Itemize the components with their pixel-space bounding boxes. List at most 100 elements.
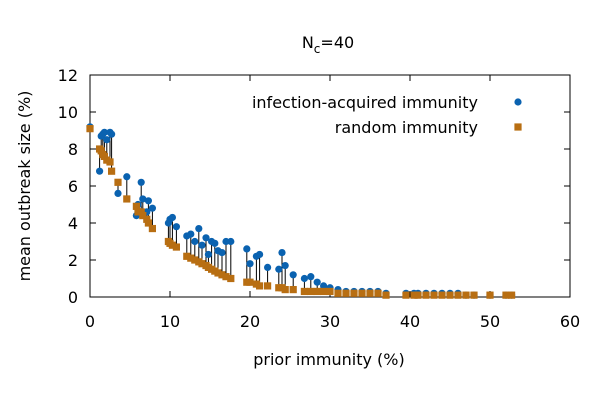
infection-point-7 <box>108 130 116 138</box>
y-tick-label-1: 2 <box>68 251 78 270</box>
chart-title-subscript: c <box>314 42 321 56</box>
random-point-42 <box>289 286 297 294</box>
random-point-35 <box>246 278 254 286</box>
random-point-4 <box>100 152 108 160</box>
chart-title-suffix: =40 <box>320 33 354 52</box>
random-point-30 <box>214 269 222 277</box>
y-tick-label-2: 4 <box>68 214 78 233</box>
infection-point-41 <box>281 261 289 270</box>
legend-marker-1 <box>514 123 522 131</box>
random-point-10 <box>132 202 140 210</box>
random-point-45 <box>313 287 321 296</box>
random-point-23 <box>191 256 199 264</box>
random-point-8 <box>114 178 122 186</box>
infection-point-24 <box>195 224 203 233</box>
random-point-31 <box>218 271 226 279</box>
infection-point-38 <box>264 263 272 271</box>
y-tick-label-4: 8 <box>68 140 78 159</box>
random-point-38 <box>264 282 272 290</box>
infection-point-42 <box>289 271 297 279</box>
random-point-2 <box>97 147 105 155</box>
random-point-33 <box>227 274 235 283</box>
infection-point-33 <box>227 237 235 246</box>
infection-point-34 <box>243 245 251 253</box>
random-point-43 <box>300 287 308 296</box>
random-point-6 <box>106 158 114 166</box>
random-point-14 <box>143 215 151 223</box>
y-tick-label-5: 10 <box>58 103 78 122</box>
random-point-12 <box>137 208 145 216</box>
random-point-48 <box>334 289 342 297</box>
legend-marker-0 <box>514 98 522 106</box>
random-point-20 <box>172 243 180 251</box>
random-point-61 <box>446 291 454 299</box>
plot-area: 0 10 20 30 40 50 60 0 2 4 6 8 10 12 infection-acquired… <box>58 66 581 331</box>
y-tick-label-6: 12 <box>58 66 78 85</box>
random-point-47 <box>326 287 334 296</box>
y-tick-label-0: 0 <box>68 288 78 307</box>
infection-point-4 <box>100 128 108 136</box>
infection-point-13 <box>139 195 147 203</box>
y-axis-label: mean outbreak size (%) <box>15 91 34 282</box>
infection-point-12 <box>137 178 145 186</box>
random-point-19 <box>168 241 176 249</box>
infection-point-44 <box>307 273 315 281</box>
infection-point-46 <box>320 282 328 290</box>
random-point-55 <box>402 291 410 299</box>
random-point-54 <box>382 291 390 299</box>
random-point-41 <box>281 286 289 294</box>
x-tick-label-1: 10 <box>160 312 180 331</box>
infection-point-35 <box>246 260 254 268</box>
random-point-62 <box>454 291 462 299</box>
legend-label-0: infection-acquired immunity <box>252 93 478 112</box>
random-point-46 <box>320 287 328 296</box>
random-point-64 <box>470 291 478 299</box>
random-point-52 <box>366 289 374 297</box>
random-point-9 <box>123 195 131 203</box>
infection-point-8 <box>114 189 122 197</box>
x-tick-label-3: 30 <box>320 312 340 331</box>
infection-point-26 <box>202 234 210 242</box>
infection-point-16 <box>148 204 156 212</box>
random-point-37 <box>256 282 264 290</box>
random-point-21 <box>183 252 191 260</box>
infection-point-19 <box>168 213 176 222</box>
random-point-16 <box>148 224 156 233</box>
infection-point-25 <box>198 241 206 249</box>
infection-point-45 <box>313 278 321 286</box>
random-point-66 <box>502 291 510 299</box>
random-point-57 <box>414 291 422 299</box>
infection-point-9 <box>123 173 131 181</box>
infection-point-1 <box>96 167 104 175</box>
infection-point-23 <box>191 237 199 246</box>
x-tick-label-0: 0 <box>85 312 95 331</box>
random-point-49 <box>342 289 350 297</box>
random-point-59 <box>430 291 438 299</box>
random-point-25 <box>198 260 206 268</box>
random-point-32 <box>222 273 230 281</box>
infection-point-5 <box>103 136 111 144</box>
infection-point-20 <box>172 223 180 231</box>
random-point-60 <box>438 291 446 299</box>
random-point-65 <box>486 291 494 299</box>
infection-point-43 <box>300 274 308 283</box>
random-point-53 <box>374 289 382 297</box>
infection-point-37 <box>256 250 264 259</box>
random-point-13 <box>139 212 147 220</box>
random-point-56 <box>410 291 418 299</box>
infection-point-27 <box>204 250 212 259</box>
y-tick-label-3: 6 <box>68 177 78 196</box>
random-point-58 <box>422 291 430 299</box>
infection-point-29 <box>211 239 219 247</box>
infection-point-15 <box>144 197 152 205</box>
random-point-51 <box>358 289 366 297</box>
legend-label-1: random immunity <box>335 118 478 137</box>
random-point-0 <box>86 125 94 133</box>
random-point-67 <box>508 291 516 299</box>
x-axis-label: prior immunity (%) <box>253 350 405 369</box>
random-point-15 <box>144 219 152 227</box>
x-tick-label-2: 20 <box>240 312 260 331</box>
x-tick-label-4: 40 <box>400 312 420 331</box>
random-point-50 <box>350 289 358 297</box>
infection-point-31 <box>218 249 226 257</box>
